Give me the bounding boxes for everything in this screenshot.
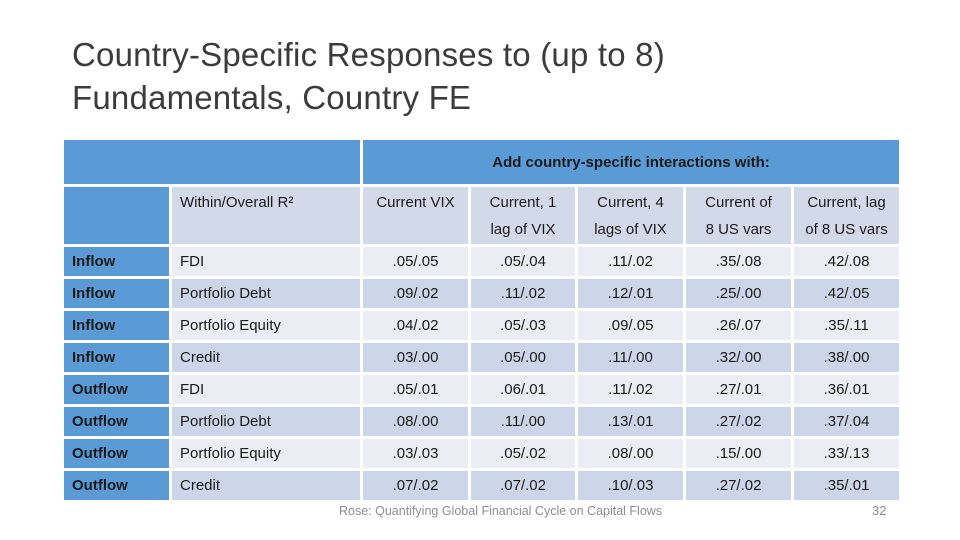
value-cell-highlighted: .42/.08 — [794, 247, 899, 276]
value-cell: .35/.08 — [686, 247, 791, 276]
value-cell: .36/.01 — [794, 375, 899, 404]
value-cell: .05/.00 — [471, 343, 575, 372]
row-flow-label: Inflow — [64, 247, 169, 276]
table-header-row: Within/Overall R² Current VIX Current, 1… — [64, 187, 899, 244]
row-type-label: Portfolio Debt — [172, 279, 360, 308]
row-type-label: FDI — [172, 247, 360, 276]
value-cell: .33/.13 — [794, 439, 899, 468]
row-flow-label: Outflow — [64, 439, 169, 468]
value-cell: .13/.01 — [578, 407, 683, 436]
value-cell: .38/.00 — [794, 343, 899, 372]
value-cell: .08/.00 — [363, 407, 468, 436]
table-banner: Add country-specific interactions with: — [363, 140, 899, 184]
row-type-label: Portfolio Debt — [172, 407, 360, 436]
slide-title-line2: Fundamentals, Country FE — [72, 78, 472, 116]
value-cell: .27/.02 — [686, 407, 791, 436]
value-cell: .08/.00 — [578, 439, 683, 468]
value-cell: .09/.02 — [363, 279, 468, 308]
value-cell: .05/.02 — [471, 439, 575, 468]
value-cell: .25/.00 — [686, 279, 791, 308]
value-cell: .27/.02 — [686, 471, 791, 500]
slide-footer: Rose: Quantifying Global Financial Cycle… — [339, 504, 663, 518]
value-cell: .05/.03 — [471, 311, 575, 340]
value-cell: .32/.00 — [686, 343, 791, 372]
value-cell: .07/.02 — [363, 471, 468, 500]
row-flow-label: Inflow — [64, 343, 169, 372]
value-cell: .09/.05 — [578, 311, 683, 340]
row-type-label: Portfolio Equity — [172, 439, 360, 468]
value-cell: .15/.00 — [686, 439, 791, 468]
row-type-label: FDI — [172, 375, 360, 404]
slide-title: Country-Specific Responses to (up to 8) … — [72, 34, 892, 120]
value-cell: .11/.00 — [471, 407, 575, 436]
value-cell: .12/.01 — [578, 279, 683, 308]
row-flow-label: Inflow — [64, 311, 169, 340]
row-flow-label: Outflow — [64, 375, 169, 404]
header-corner-cell — [64, 187, 169, 244]
value-cell: .03/.03 — [363, 439, 468, 468]
value-cell: .05/.05 — [363, 247, 468, 276]
row-flow-label: Outflow — [64, 471, 169, 500]
column-header-4lags: Current, 4 lags of VIX — [578, 187, 683, 244]
table-row: Outflow FDI .05/.01 .06/.01 .11/.02 .27/… — [64, 375, 899, 404]
value-cell: .05/.04 — [471, 247, 575, 276]
value-cell: .27/.01 — [686, 375, 791, 404]
value-cell: .07/.02 — [471, 471, 575, 500]
column-header-r2: Within/Overall R² — [172, 187, 360, 244]
table-row: Inflow Portfolio Debt .09/.02 .11/.02 .1… — [64, 279, 899, 308]
value-cell: .05/.01 — [363, 375, 468, 404]
value-cell: .11/.00 — [578, 343, 683, 372]
value-cell: .10/.03 — [578, 471, 683, 500]
row-flow-label: Outflow — [64, 407, 169, 436]
row-type-label: Credit — [172, 343, 360, 372]
value-cell: .35/.01 — [794, 471, 899, 500]
banner-left-cell — [64, 140, 360, 184]
value-cell: .11/.02 — [578, 247, 683, 276]
value-cell: .03/.00 — [363, 343, 468, 372]
value-cell: .35/.11 — [794, 311, 899, 340]
table-banner-row: Add country-specific interactions with: — [64, 140, 899, 184]
column-header-lag-8usvars: Current, lag of 8 US vars — [794, 187, 899, 244]
value-cell: .37/.04 — [794, 407, 899, 436]
slide-title-line1: Country-Specific Responses to (up to 8) — [72, 36, 665, 73]
row-flow-label: Inflow — [64, 279, 169, 308]
value-cell: .04/.02 — [363, 311, 468, 340]
value-cell: .06/.01 — [471, 375, 575, 404]
value-cell: .42/.05 — [794, 279, 899, 308]
results-table: Add country-specific interactions with: … — [61, 137, 902, 503]
column-header-vix: Current VIX — [363, 187, 468, 244]
value-cell: .26/.07 — [686, 311, 791, 340]
value-cell: .11/.02 — [471, 279, 575, 308]
table-row: Outflow Portfolio Debt .08/.00 .11/.00 .… — [64, 407, 899, 436]
table-row: Inflow Credit .03/.00 .05/.00 .11/.00 .3… — [64, 343, 899, 372]
row-type-label: Credit — [172, 471, 360, 500]
page-number: 32 — [872, 503, 887, 518]
column-header-8usvars: Current of 8 US vars — [686, 187, 791, 244]
value-cell: .11/.02 — [578, 375, 683, 404]
table-row: Inflow Portfolio Equity .04/.02 .05/.03 … — [64, 311, 899, 340]
table-row: Outflow Portfolio Equity .03/.03 .05/.02… — [64, 439, 899, 468]
row-type-label: Portfolio Equity — [172, 311, 360, 340]
column-header-1lag: Current, 1 lag of VIX — [471, 187, 575, 244]
table-row: Inflow FDI .05/.05 .05/.04 .11/.02 .35/.… — [64, 247, 899, 276]
table-row: Outflow Credit .07/.02 .07/.02 .10/.03 .… — [64, 471, 899, 500]
